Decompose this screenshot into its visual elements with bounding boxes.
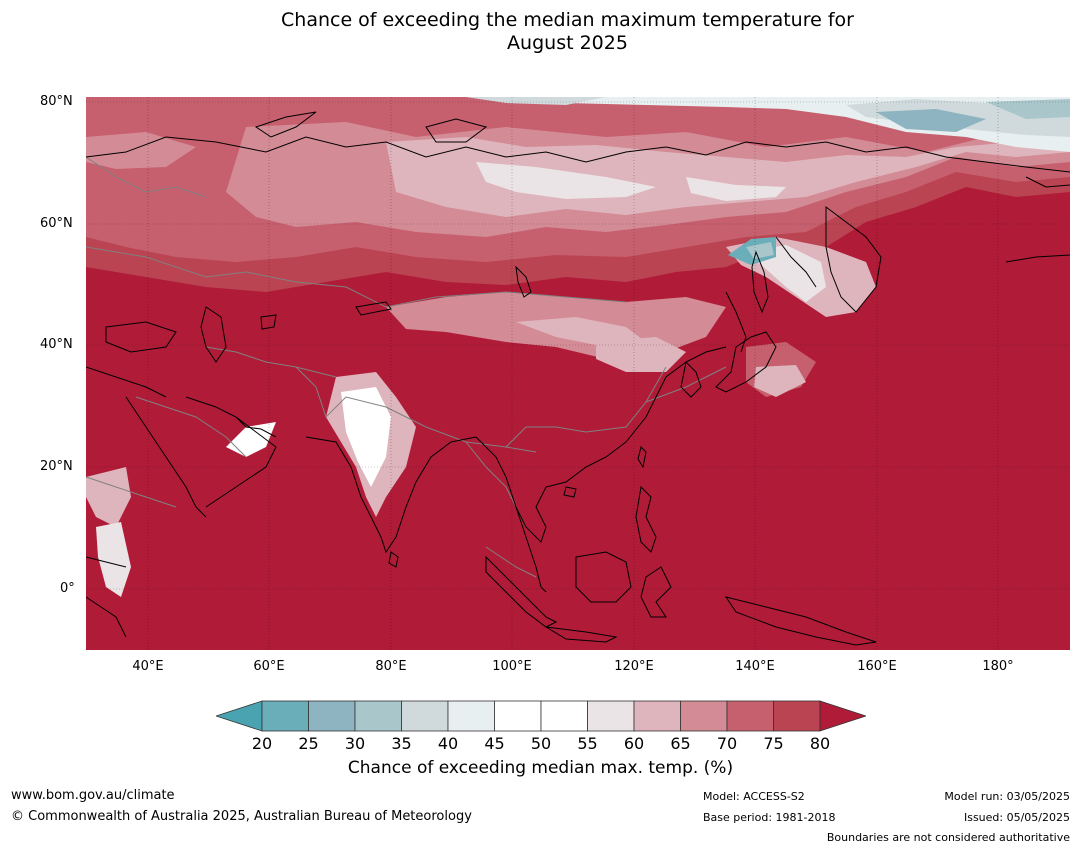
colorbar-segment xyxy=(540,700,588,732)
colorbar-label: Chance of exceeding median max. temp. (%… xyxy=(347,758,734,778)
colorbar-segment xyxy=(447,700,495,732)
colorbar-tick-label: 50 xyxy=(530,734,552,753)
colorbar-segment xyxy=(633,700,681,732)
lon-label-100e: 100°E xyxy=(492,659,532,674)
lat-label-60n: 60°N xyxy=(40,216,73,231)
issued-date: Issued: 05/05/2025 xyxy=(963,811,1070,824)
colorbar-segment xyxy=(354,700,402,732)
model-name: Model: ACCESS-S2 xyxy=(703,790,805,803)
colorbar-tick-label: 30 xyxy=(344,734,366,753)
colorbar-segment xyxy=(308,700,356,732)
lat-label-80n: 80°N xyxy=(40,94,73,109)
colorbar-segment xyxy=(261,700,309,732)
website-link[interactable]: www.bom.gov.au/climate xyxy=(11,788,175,803)
colorbar-segment xyxy=(401,700,449,732)
lon-label-180: 180° xyxy=(982,659,1014,674)
lon-label-140e: 140°E xyxy=(735,659,775,674)
gridlines xyxy=(86,97,1070,650)
title-line-1: Chance of exceeding the median maximum t… xyxy=(281,9,854,31)
model-run-date: Model run: 03/05/2025 xyxy=(944,790,1070,803)
lon-label-40e: 40°E xyxy=(132,659,164,674)
lat-label-20n: 20°N xyxy=(40,459,73,474)
probability-field xyxy=(86,97,1070,597)
colorbar-tick-label: 75 xyxy=(763,734,784,753)
colorbar-arrow-low xyxy=(214,700,263,732)
colorbar-tick-label: 70 xyxy=(716,734,738,753)
lat-label-equator: 0° xyxy=(60,581,75,596)
colorbar-arrow-high xyxy=(819,700,868,732)
colorbar-segment xyxy=(587,700,635,732)
coastlines xyxy=(86,111,1070,646)
chart-title: Chance of exceeding the median maximum t… xyxy=(0,9,1081,55)
boundaries-disclaimer: Boundaries are not considered authoritat… xyxy=(826,831,1070,844)
lon-label-80e: 80°E xyxy=(375,659,407,674)
colorbar-tick-label: 60 xyxy=(623,734,645,753)
colorbar-segment xyxy=(773,700,821,732)
colorbar-segment xyxy=(726,700,774,732)
base-period: Base period: 1981-2018 xyxy=(703,811,836,824)
country-borders xyxy=(86,156,727,578)
lat-label-40n: 40°N xyxy=(40,337,73,352)
colorbar-svg xyxy=(214,700,868,732)
copyright-text: © Commonwealth of Australia 2025, Austra… xyxy=(11,809,472,824)
lon-label-60e: 60°E xyxy=(253,659,285,674)
colorbar-tick-label: 65 xyxy=(670,734,691,753)
title-line-2: August 2025 xyxy=(507,32,628,54)
colorbar-tick-label: 55 xyxy=(577,734,598,753)
colorbar-segment xyxy=(494,700,542,732)
colorbar xyxy=(214,700,868,732)
map-canvas xyxy=(86,97,1070,650)
colorbar-tick-label: 35 xyxy=(391,734,412,753)
probability-map xyxy=(86,97,1070,650)
colorbar-tick-label: 45 xyxy=(484,734,505,753)
colorbar-tick-label: 25 xyxy=(298,734,319,753)
colorbar-tick-label: 40 xyxy=(437,734,459,753)
colorbar-segment xyxy=(680,700,728,732)
colorbar-tick-label: 20 xyxy=(251,734,273,753)
colorbar-tick-label: 80 xyxy=(809,734,831,753)
lon-label-160e: 160°E xyxy=(857,659,897,674)
lon-label-120e: 120°E xyxy=(614,659,654,674)
